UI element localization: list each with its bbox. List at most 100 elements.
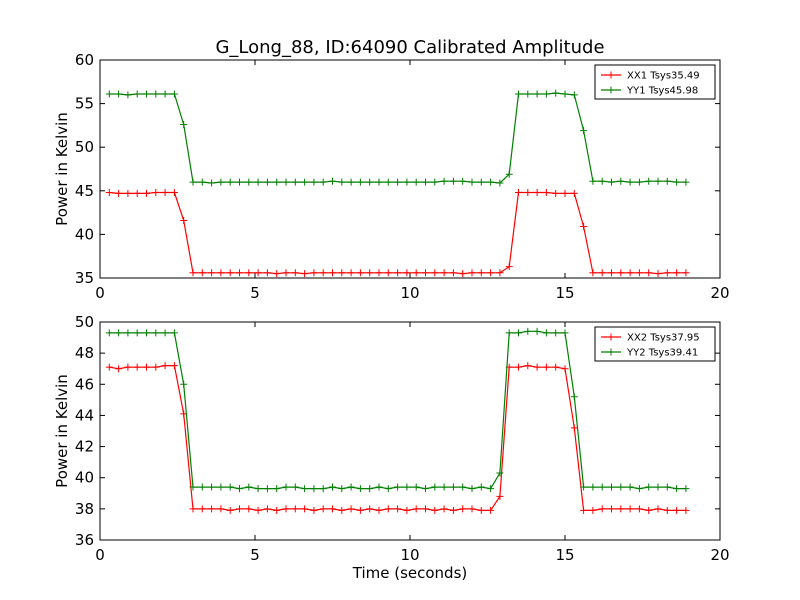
data-point — [198, 505, 206, 513]
data-point — [310, 269, 318, 277]
data-point — [515, 189, 522, 197]
data-point — [161, 329, 169, 337]
data-point — [161, 362, 169, 370]
data-point — [208, 269, 216, 277]
data-point — [384, 485, 392, 493]
data-point — [226, 483, 234, 491]
y-tick-label: 44 — [75, 406, 94, 424]
data-point — [236, 505, 243, 513]
data-point — [236, 269, 243, 277]
data-point — [170, 189, 178, 197]
data-point — [198, 178, 206, 186]
data-point — [384, 505, 392, 513]
data-point — [189, 178, 197, 186]
data-point — [338, 178, 346, 186]
data-point — [161, 189, 169, 197]
data-point — [561, 90, 569, 98]
data-point — [282, 483, 290, 491]
data-point — [124, 91, 132, 99]
data-point — [217, 269, 225, 277]
data-point — [366, 505, 374, 513]
data-point — [496, 269, 504, 277]
data-point — [152, 90, 160, 98]
data-point — [654, 505, 662, 513]
data-point — [524, 362, 532, 370]
x-tick-label: 10 — [400, 284, 419, 302]
legend-label: YY2 Tsys39.41 — [626, 348, 698, 359]
data-point — [487, 178, 495, 186]
series-markers-1 — [105, 362, 690, 514]
data-point — [366, 485, 374, 493]
data-point — [198, 269, 206, 277]
data-point — [542, 329, 550, 337]
data-point — [310, 178, 318, 186]
data-point — [468, 178, 476, 186]
data-point — [673, 178, 681, 186]
data-point — [282, 269, 290, 277]
data-point — [152, 189, 160, 197]
y-tick-label: 40 — [75, 469, 94, 487]
data-point — [561, 329, 569, 337]
x-tick-label: 5 — [250, 284, 260, 302]
data-point — [273, 270, 281, 278]
data-point — [663, 269, 671, 277]
data-point — [589, 269, 597, 277]
data-point — [552, 329, 560, 337]
data-point — [477, 178, 485, 186]
data-point — [245, 178, 253, 186]
data-point — [291, 483, 299, 491]
data-point — [208, 483, 216, 491]
legend-label: YY1 Tsys45.98 — [626, 86, 698, 97]
data-point — [673, 506, 681, 514]
data-point — [515, 329, 522, 337]
legend-marker — [607, 333, 615, 341]
data-point — [552, 363, 560, 371]
subplot-2: 0 5 10 15 20 36 38 40 42 44 46 48 50 Power in Kelvin X… — [53, 313, 730, 564]
data-point — [180, 216, 188, 224]
data-point — [645, 483, 653, 491]
data-point — [254, 269, 262, 277]
data-point — [412, 483, 420, 491]
data-point — [291, 505, 299, 513]
data-point — [524, 90, 532, 98]
data-point — [338, 506, 346, 514]
y-axis-label: Power in Kelvin — [53, 112, 71, 226]
y-tick-label: 35 — [75, 269, 94, 287]
data-point — [356, 269, 364, 277]
subplot-1: 0 5 10 15 20 35 40 45 50 55 60 Power in Kelvin XX1 T… — [53, 51, 730, 302]
data-point — [663, 177, 671, 185]
data-point — [189, 505, 197, 513]
y-tick-label: 36 — [75, 531, 94, 549]
data-point — [319, 269, 327, 277]
data-point — [663, 506, 671, 514]
series-markers-1 — [105, 189, 690, 278]
data-point — [291, 269, 299, 277]
data-point — [105, 329, 113, 337]
x-tick-label: 5 — [250, 546, 260, 564]
legend-label: XX1 Tsys35.49 — [627, 71, 700, 82]
data-point — [552, 189, 560, 197]
data-point — [422, 505, 429, 513]
data-point — [561, 189, 569, 197]
data-point — [598, 505, 606, 513]
x-tick-label: 20 — [710, 284, 729, 302]
data-point — [626, 178, 634, 186]
data-point — [347, 483, 355, 491]
data-point — [263, 505, 271, 513]
data-point — [673, 269, 681, 277]
data-point — [449, 483, 457, 491]
x-axis-label: Time (seconds) — [352, 564, 468, 582]
data-point — [217, 505, 225, 513]
data-point — [598, 483, 606, 491]
data-point — [496, 179, 504, 187]
data-point — [105, 189, 113, 197]
data-point — [673, 485, 681, 493]
data-point — [403, 178, 411, 186]
data-point — [524, 327, 532, 335]
data-point — [635, 485, 643, 493]
data-point — [496, 469, 504, 477]
data-point — [263, 485, 271, 493]
data-point — [347, 178, 355, 186]
data-point — [459, 177, 467, 185]
data-point — [589, 506, 597, 514]
